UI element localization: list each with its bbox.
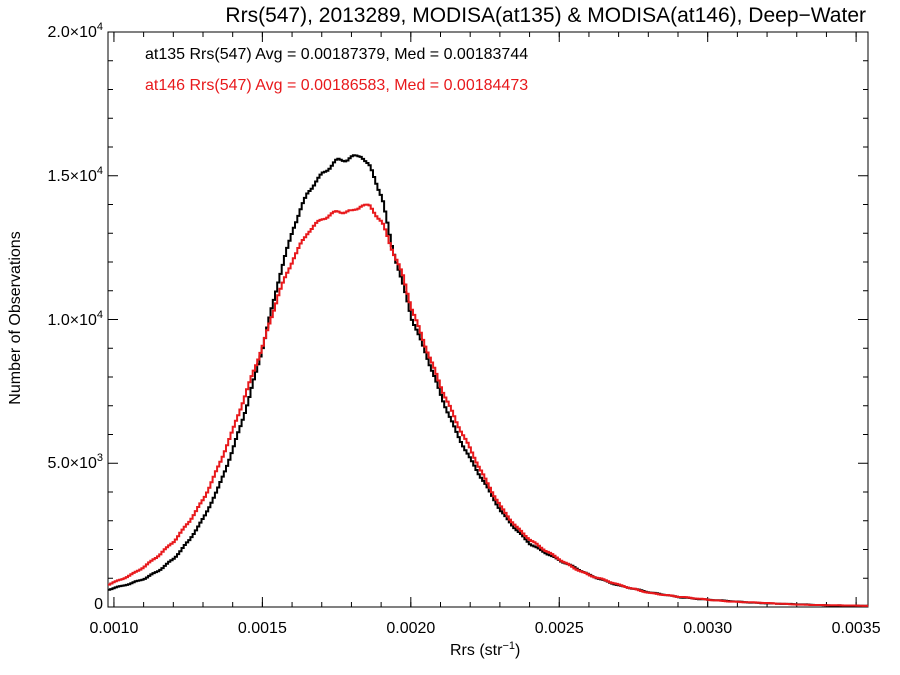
x-axis-title: Rrs (str−1) [450,640,520,660]
x-tick-label: 0.0015 [237,620,287,637]
y-tick-label-mantissa: 1.0×10 [47,311,97,329]
x-axis-title-exponent: −1 [502,640,515,652]
y-tick-label: 1.0×104 [47,309,103,330]
x-tick-label: 0.0025 [534,620,584,637]
y-tick-label-exponent: 4 [96,164,103,177]
y-tick-label: 1.5×104 [47,165,103,186]
series-layer [108,154,869,607]
plot-frame [107,31,869,608]
y-tick-label-exponent: 3 [96,452,103,465]
chart-title: Rrs(547), 2013289, MODISA(at135) & MODIS… [225,4,866,27]
y-tick-label-mantissa: 2.0×10 [47,24,97,41]
series-at135-line [108,154,868,607]
x-tick-label: 0.0035 [831,620,881,637]
y-axis-title: Number of Observations [7,231,24,405]
tick-marks [108,31,868,608]
y-tick-label: 5.0×103 [47,452,103,473]
x-tick-label: 0.0010 [89,620,139,637]
y-tick-label-mantissa: 5.0×10 [47,455,97,473]
y-tick-label: 0 [94,596,103,614]
x-tick-label: 0.0020 [386,620,436,637]
annotation-at135: at135 Rrs(547) Avg = 0.00187379, Med = 0… [145,46,529,63]
y-tick-label-exponent: 4 [96,21,103,33]
y-tick-label-mantissa: 0 [94,596,103,613]
y-tick-label-exponent: 4 [96,308,103,321]
series-at146-line [108,203,869,607]
y-tick-label: 2.0×104 [47,21,103,42]
y-tick-label-mantissa: 1.5×10 [47,167,97,185]
annotation-at146: at146 Rrs(547) Avg = 0.00186583, Med = 0… [145,77,529,94]
x-axis-title-text: Rrs (str [450,642,503,659]
x-tick-label: 0.0030 [683,620,733,637]
x-axis-title-close: ) [514,642,521,659]
